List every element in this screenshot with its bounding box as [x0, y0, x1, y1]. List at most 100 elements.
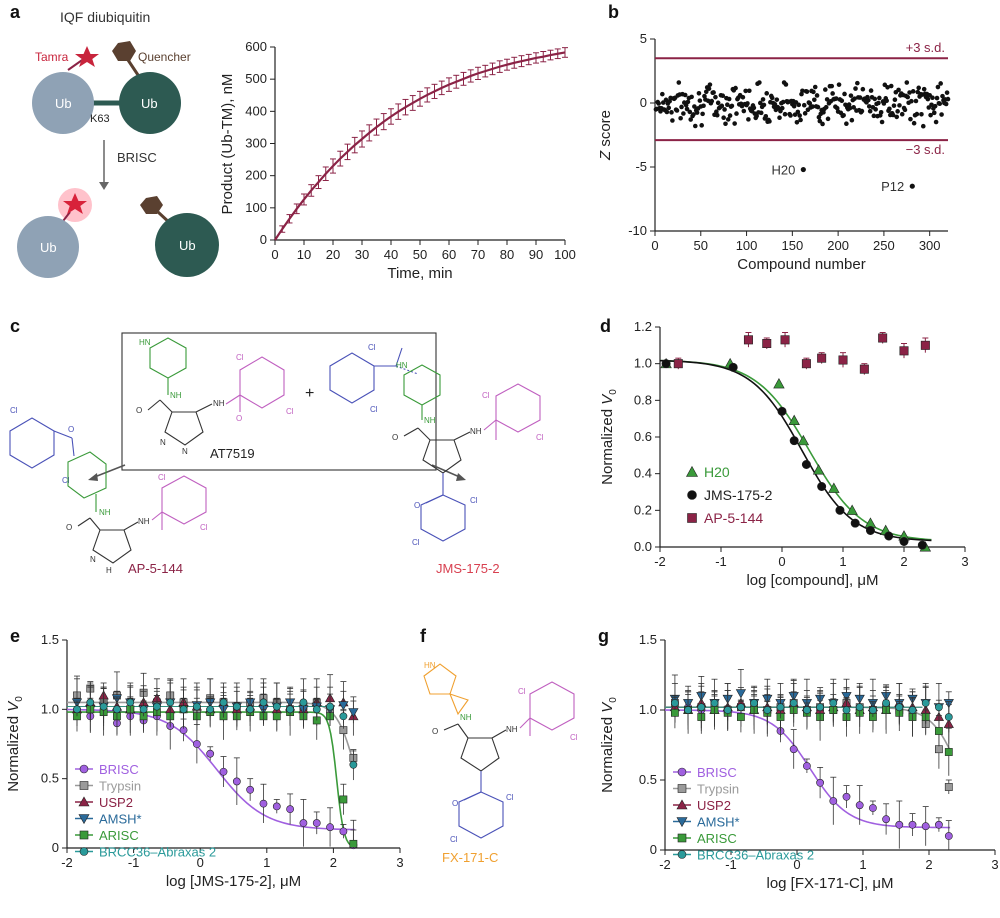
bond	[195, 403, 213, 413]
x-tick-label: 60	[442, 247, 456, 262]
compound-point	[866, 104, 872, 109]
jms-dichlorophenyl-ring	[495, 383, 541, 433]
data-point	[312, 819, 321, 827]
data-point	[286, 705, 295, 714]
hit-point	[909, 183, 915, 189]
data-point	[803, 706, 811, 714]
ap-piperidine-ring	[67, 451, 107, 499]
compound-point	[782, 111, 788, 117]
atom-label: NH	[138, 517, 150, 526]
legend-marker	[677, 850, 687, 859]
data-point	[829, 797, 838, 805]
y-tick-label: 1.5	[639, 632, 657, 647]
compound-point	[791, 103, 797, 109]
compound-point	[911, 120, 917, 126]
data-point	[232, 777, 241, 786]
atom-label: O	[392, 433, 398, 442]
bond	[159, 399, 173, 413]
enzyme-label: BRISC	[117, 150, 157, 165]
compound-point	[829, 83, 835, 89]
y-tick-label: 0.8	[634, 392, 652, 407]
data-point	[673, 359, 683, 369]
compound-point	[891, 103, 897, 108]
compound-point	[684, 106, 690, 112]
compound-point	[746, 117, 751, 122]
x-axis-label: Time, min	[387, 265, 452, 282]
compound-point	[760, 97, 766, 102]
plus-sign: +	[305, 385, 314, 402]
compound-point	[920, 123, 926, 129]
x-tick-label: 1	[839, 554, 846, 569]
chemistry-panel: HN NH O N N NH O Cl Cl AT7519 + Cl Cl O …	[9, 332, 578, 865]
arrow-head-icon	[88, 473, 98, 481]
compound-point	[691, 112, 696, 117]
data-point	[99, 702, 108, 711]
atom-label: Cl	[518, 687, 526, 696]
compound-point	[694, 110, 700, 115]
atom-label: HN	[139, 338, 151, 347]
y-tick-label: 100	[245, 200, 267, 215]
y-tick-label: 0	[260, 232, 267, 247]
compound-point	[844, 121, 849, 127]
data-point	[828, 482, 840, 493]
legend-label: AMSH*	[697, 815, 740, 830]
compound-point	[674, 108, 680, 113]
compound-point	[711, 90, 716, 95]
compound-point	[721, 115, 726, 121]
data-point	[803, 762, 811, 770]
x-tick-label: -2	[654, 554, 666, 569]
compound-point	[725, 117, 731, 122]
iqf-schematic: IQF diubiquitin Tamra Quencher Ub Ub K63…	[17, 9, 219, 278]
compound-point	[820, 121, 825, 127]
data-point	[232, 702, 241, 711]
data-point	[855, 703, 864, 712]
x-tick-label: 3	[991, 857, 998, 872]
y-tick-label: 0.6	[634, 429, 652, 444]
compound-point	[783, 82, 789, 87]
data-point	[728, 362, 738, 372]
compound-point	[847, 105, 853, 111]
compound-point	[811, 89, 816, 95]
ap-acyl-ring	[9, 417, 55, 469]
data-point	[259, 698, 268, 707]
compound-point	[726, 96, 732, 102]
compound-point	[944, 90, 950, 95]
compound-point	[878, 109, 884, 115]
compound-point	[848, 93, 854, 98]
data-point	[817, 353, 827, 363]
data-point	[326, 823, 334, 832]
compound-point	[852, 96, 857, 101]
data-point	[661, 359, 671, 369]
data-point	[219, 767, 228, 776]
data-point	[671, 699, 679, 707]
ub-dark-top	[119, 72, 181, 134]
data-point	[869, 706, 877, 714]
x-axis-label: log [FX-171-C], μM	[766, 875, 893, 892]
x-tick-label: 2	[925, 857, 932, 872]
x-tick-label: 0	[793, 857, 800, 872]
x-tick-label: 10	[297, 247, 311, 262]
schematic-title: IQF diubiquitin	[60, 9, 150, 25]
legend-marker	[677, 784, 687, 793]
compound-point	[727, 113, 733, 118]
x-tick-label: 0	[651, 238, 658, 253]
legend-marker	[676, 817, 688, 828]
atom-label: Cl	[470, 496, 478, 505]
compound-point	[842, 91, 847, 97]
arrow-head-icon	[456, 473, 466, 481]
data-point	[895, 820, 904, 829]
legend-label: Trypsin	[697, 782, 739, 797]
x-tick-label: 50	[413, 247, 427, 262]
atom-label: Cl	[368, 343, 376, 352]
bond	[519, 717, 531, 729]
compound-point	[821, 110, 826, 115]
atom-label: NH	[99, 508, 111, 517]
legend-label: Trypsin	[99, 779, 141, 794]
y-tick-label: -10	[628, 223, 647, 238]
compound-point	[725, 102, 730, 108]
atom-label: Cl	[482, 391, 490, 400]
compound-point	[871, 113, 877, 119]
compound-point	[824, 97, 830, 102]
compound-point	[925, 96, 931, 102]
compound-point	[804, 89, 810, 94]
